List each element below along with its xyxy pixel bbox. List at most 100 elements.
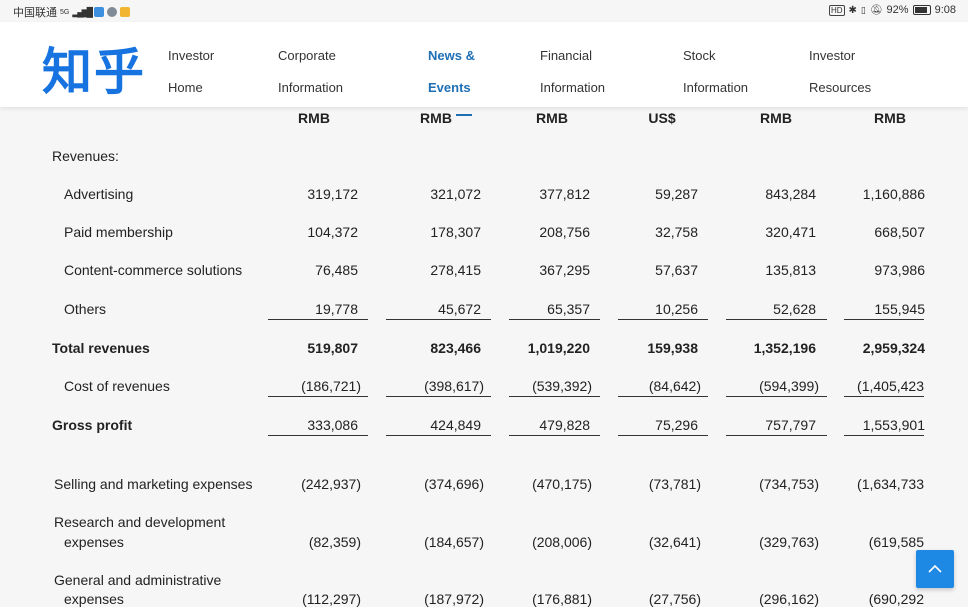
- table-cell: (594,399): [759, 378, 819, 394]
- battery-icon: [912, 5, 931, 15]
- currency-header: RMB: [874, 110, 906, 126]
- table-cell: 135,813: [765, 262, 816, 278]
- table-cell: (187,972): [424, 591, 484, 607]
- table-cell: (186,721): [301, 378, 361, 394]
- nav-news-events[interactable]: News & Events: [428, 40, 475, 116]
- table-cell: (690,292: [868, 591, 924, 607]
- sum-rule: [386, 396, 491, 397]
- table-cell: 278,415: [430, 262, 481, 278]
- nav-label-line2: Events: [428, 80, 471, 95]
- table-cell: 59,287: [655, 186, 698, 202]
- status-left: 中国联通 5G ▂▄▆█: [13, 4, 130, 20]
- nav-investor-resources[interactable]: Investor Resources: [809, 40, 871, 104]
- row-label: Gross profit: [52, 417, 133, 433]
- table-cell: (176,881): [532, 591, 592, 607]
- sum-rule: [618, 396, 708, 397]
- table-cell: 57,637: [655, 262, 698, 278]
- row-label-continued: expenses: [64, 534, 124, 550]
- currency-header: RMB: [536, 110, 568, 126]
- vibrate-icon: ▯: [860, 4, 866, 15]
- table-cell: (470,175): [532, 476, 592, 492]
- nav-label-line2: Information: [540, 80, 606, 95]
- table-cell: (208,006): [532, 534, 592, 550]
- sum-rule: [618, 319, 708, 320]
- table-cell: 424,849: [430, 417, 481, 433]
- nav-label-line2: Information: [683, 80, 749, 95]
- row-label: General and administrative: [54, 572, 222, 588]
- table-cell: 757,797: [765, 417, 816, 433]
- row-label: Selling and marketing expenses: [54, 476, 253, 492]
- network-type: 5G: [60, 8, 70, 16]
- table-cell: (1,405,423: [857, 378, 924, 394]
- table-cell: (398,617): [424, 378, 484, 394]
- table-cell: 32,758: [655, 224, 698, 240]
- table-cell: 208,756: [539, 224, 590, 240]
- table-cell: 479,828: [539, 417, 590, 433]
- bluetooth-icon: ✱: [848, 4, 857, 16]
- table-cell: (112,297): [302, 591, 361, 607]
- status-bar: 中国联通 5G ▂▄▆█ HD ✱ ▯ 🔕︎ 92% 9:08: [0, 0, 968, 22]
- status-right: HD ✱ ▯ 🔕︎ 92% 9:08: [828, 4, 956, 16]
- table-cell: 1,019,220: [527, 340, 590, 356]
- chevron-up-icon: [928, 564, 942, 573]
- nav-corporate-information[interactable]: Corporate Information: [278, 40, 343, 104]
- zhihu-logo[interactable]: 知乎: [42, 43, 146, 101]
- nav-label-line1: Corporate: [278, 48, 336, 63]
- sum-rule: [386, 435, 491, 436]
- row-label: Others: [64, 301, 107, 317]
- row-label: Paid membership: [64, 224, 173, 240]
- nav-label-line1: Investor: [809, 48, 856, 63]
- table-cell: (32,641): [648, 534, 701, 550]
- table-cell: (329,763): [759, 534, 819, 550]
- chat-notification-icon: [106, 7, 117, 17]
- clock: 9:08: [934, 4, 956, 16]
- hd-icon: HD: [828, 4, 845, 16]
- nav-label-line1: Stock: [683, 48, 716, 63]
- table-cell: 321,072: [430, 186, 481, 202]
- nav-stock-information[interactable]: Stock Information: [683, 40, 748, 104]
- site-header: 知乎 Investor Home Corporate Information N…: [0, 22, 968, 116]
- currency-header: US$: [648, 110, 676, 126]
- nav-label-line1: Investor: [168, 48, 215, 63]
- sum-rule: [268, 435, 368, 436]
- table-cell: 75,296: [655, 417, 698, 433]
- table-cell: 1,553,901: [862, 417, 925, 433]
- table-cell: 2,959,324: [862, 340, 925, 356]
- sum-rule: [268, 396, 368, 397]
- nav-label-line1: News &: [428, 48, 475, 63]
- currency-header: RMB: [298, 110, 330, 126]
- sum-rule: [509, 435, 600, 436]
- back-to-top-button[interactable]: [916, 550, 954, 588]
- table-cell: 104,372: [307, 224, 358, 240]
- revenues-heading: Revenues:: [52, 148, 119, 164]
- table-cell: (242,937): [301, 476, 361, 492]
- battery-percent: 92%: [886, 4, 909, 16]
- table-cell: 65,357: [547, 301, 590, 317]
- row-label: Content-commerce solutions: [64, 262, 243, 278]
- table-cell: 76,485: [315, 262, 358, 278]
- table-cell: (539,392): [532, 378, 592, 394]
- table-cell: 178,307: [430, 224, 481, 240]
- row-label: Total revenues: [52, 340, 150, 356]
- carrier-name: 中国联通: [13, 7, 57, 19]
- table-cell: (1,634,733: [857, 476, 924, 492]
- table-cell: 319,172: [307, 186, 358, 202]
- sum-rule: [844, 396, 924, 397]
- signal-icon: ▂▄▆█: [72, 6, 93, 17]
- table-cell: 377,812: [539, 186, 590, 202]
- sum-rule: [509, 396, 600, 397]
- table-cell: (374,696): [424, 476, 484, 492]
- table-cell: 823,466: [430, 340, 481, 356]
- sum-rule: [268, 319, 368, 320]
- nav-investor-home[interactable]: Investor Home: [168, 40, 214, 104]
- table-cell: (296,162): [759, 591, 819, 607]
- nav-financial-information[interactable]: Financial Information: [540, 40, 605, 104]
- currency-header: RMB: [420, 110, 452, 126]
- row-label-continued: expenses: [64, 591, 124, 607]
- table-cell: 1,160,886: [862, 186, 925, 202]
- sum-rule: [618, 435, 708, 436]
- table-cell: (82,359): [308, 534, 361, 550]
- table-cell: 52,628: [773, 301, 816, 317]
- table-cell: 159,938: [647, 340, 698, 356]
- table-cell: 367,295: [539, 262, 590, 278]
